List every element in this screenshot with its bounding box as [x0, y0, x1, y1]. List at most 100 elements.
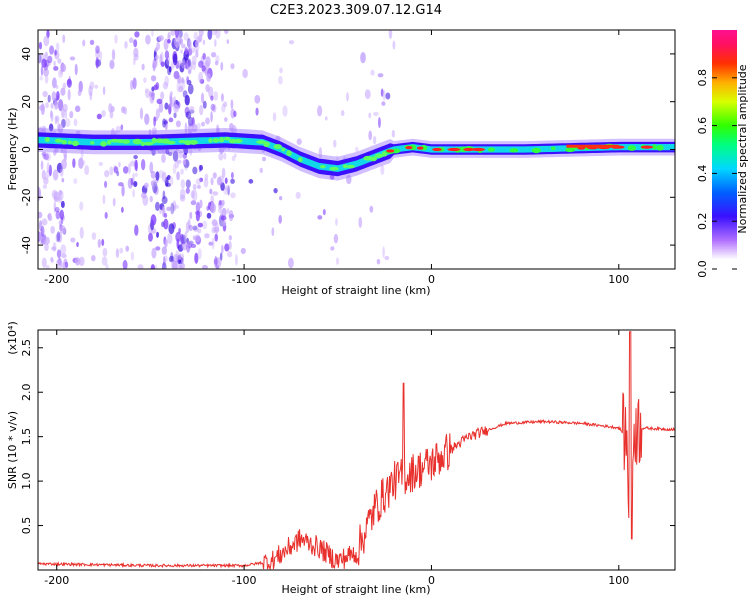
noise-speckle	[55, 42, 60, 53]
noise-speckle	[382, 89, 386, 101]
noise-speckle	[161, 262, 167, 269]
noise-speckle	[61, 177, 65, 183]
noise-speckle	[205, 117, 210, 125]
noise-speckle	[91, 254, 96, 262]
noise-speckle	[70, 237, 76, 243]
noise-speckle	[74, 257, 81, 266]
noise-speckle	[210, 195, 215, 205]
chart-title: C2E3.2023.309.07.12.G14	[270, 3, 442, 18]
noise-speckle	[42, 184, 47, 189]
noise-speckle	[163, 255, 168, 263]
noise-speckle	[178, 253, 182, 261]
noise-speckle	[186, 237, 189, 244]
noise-speckle	[40, 65, 44, 76]
noise-speckle	[212, 191, 219, 196]
noise-speckle	[224, 117, 228, 123]
noise-speckle	[161, 205, 165, 218]
noise-speckle	[196, 122, 201, 130]
noise-speckle	[219, 211, 223, 217]
noise-speckle	[102, 86, 106, 96]
noise-speckle	[222, 101, 228, 108]
noise-speckle	[187, 122, 193, 135]
noise-speckle	[213, 226, 220, 233]
noise-speckle	[41, 125, 47, 132]
noise-speckle	[192, 226, 199, 233]
noise-speckle	[95, 57, 99, 69]
noise-speckle	[330, 246, 335, 251]
ridge-inner	[38, 136, 675, 172]
noise-speckle	[149, 161, 154, 174]
noise-speckle	[180, 79, 186, 84]
noise-speckle	[173, 260, 179, 269]
noise-speckle	[296, 138, 302, 145]
x-tick-label: -100	[232, 574, 257, 587]
noise-speckle	[221, 207, 227, 218]
noise-speckle	[368, 112, 372, 119]
noise-speckle	[38, 211, 43, 219]
noise-speckle	[181, 241, 188, 251]
noise-speckle	[218, 175, 224, 185]
noise-speckle	[388, 30, 393, 40]
noise-speckle	[167, 39, 171, 44]
noise-speckle	[181, 234, 187, 245]
ridge-blob	[286, 150, 292, 157]
noise-speckle	[62, 34, 66, 44]
noise-speckle	[192, 235, 196, 241]
ridge-hotspot	[432, 147, 442, 152]
noise-speckle	[164, 119, 168, 131]
noise-speckle	[134, 159, 138, 171]
ridge-blob	[140, 141, 145, 147]
noise-speckle	[255, 107, 259, 116]
noise-speckle	[210, 177, 214, 186]
noise-speckle	[68, 75, 71, 85]
noise-speckle	[122, 166, 129, 174]
noise-speckle	[50, 216, 53, 221]
noise-speckle	[220, 182, 225, 191]
noise-speckle	[335, 218, 338, 226]
noise-speckle	[198, 71, 204, 84]
ridge-blob	[224, 136, 231, 141]
noise-speckle	[45, 264, 50, 269]
noise-speckle	[233, 110, 237, 118]
snr-frame	[37, 329, 676, 571]
noise-speckle	[61, 63, 67, 73]
noise-speckle	[81, 160, 86, 166]
ridge-blob	[71, 140, 79, 147]
noise-speckle	[195, 178, 202, 185]
noise-speckle	[202, 100, 207, 109]
noise-speckle	[50, 110, 53, 119]
noise-speckle	[170, 91, 173, 97]
noise-speckle	[373, 111, 379, 117]
noise-speckle	[79, 201, 84, 211]
noise-speckle	[153, 116, 158, 122]
noise-speckle	[218, 152, 224, 161]
snr-plot-area	[38, 331, 675, 570]
noise-speckle	[214, 39, 217, 48]
noise-speckle	[60, 148, 64, 154]
snr-ticks: -200 -100 0 100 0.5 1.0 1.5 2.0 2.5	[20, 330, 675, 587]
noise-speckle	[117, 182, 124, 187]
noise-speckle	[214, 60, 219, 66]
noise-speckle	[67, 89, 71, 101]
noise-speckle	[125, 245, 130, 252]
noise-speckle	[55, 233, 59, 243]
noise-speckle	[180, 43, 186, 49]
x-tick-label: -200	[44, 574, 69, 587]
noise-speckle	[218, 200, 222, 206]
noise-speckle	[154, 47, 158, 53]
noise-speckle	[72, 158, 76, 168]
noise-speckle	[194, 252, 199, 264]
noise-speckle	[44, 236, 50, 245]
noise-speckle	[175, 254, 179, 262]
ridge-blob	[151, 137, 157, 144]
noise-speckle	[180, 79, 186, 91]
noise-speckle	[44, 243, 49, 252]
noise-speckle	[370, 69, 375, 76]
noise-speckle	[189, 106, 195, 111]
noise-speckle	[98, 161, 104, 166]
noise-speckle	[132, 189, 135, 198]
noise-speckle	[172, 200, 177, 212]
noise-speckle	[198, 30, 204, 37]
